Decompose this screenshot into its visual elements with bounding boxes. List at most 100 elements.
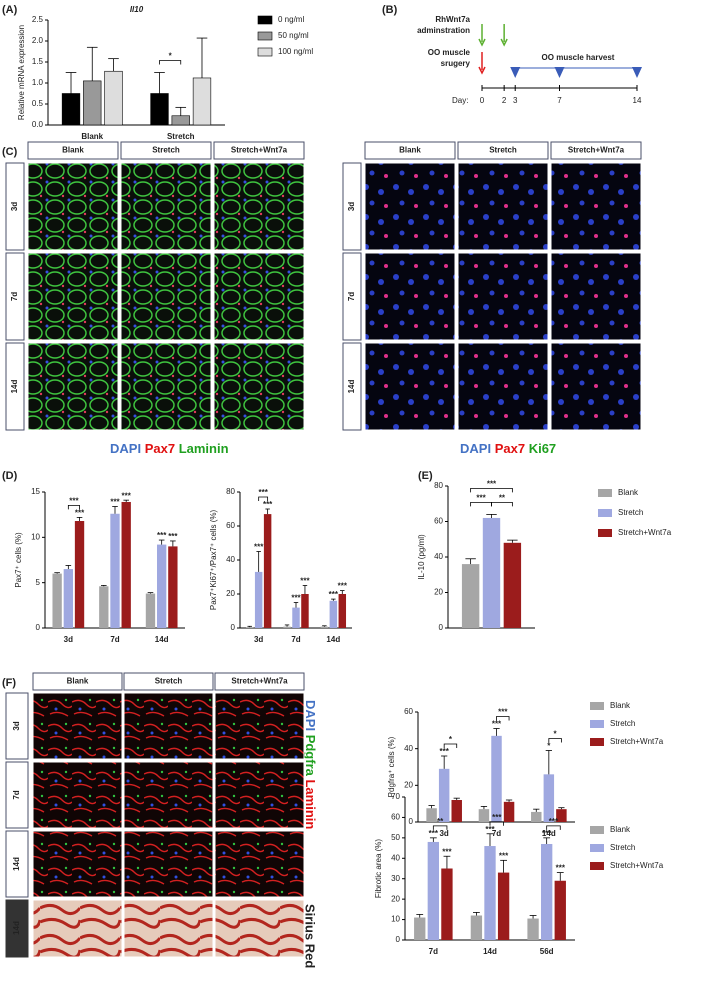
y-axis-label: Fibrotic area (%) (374, 839, 383, 898)
bar (63, 569, 73, 628)
significance: *** (556, 864, 566, 873)
legend-label: Stretch+Wnt7a (618, 528, 672, 537)
micrograph (120, 252, 212, 341)
legend-swatch (257, 15, 273, 25)
legend-label: Blank (610, 825, 631, 834)
bar (531, 811, 542, 822)
significance: *** (110, 498, 120, 507)
legend-swatch (590, 844, 604, 852)
bracket (159, 60, 182, 65)
column-header: Stretch+Wnt7a (231, 146, 288, 155)
bracket-label: * (169, 52, 173, 61)
stain-caption: DAPI Pax7 Laminin (110, 441, 229, 456)
bar (427, 841, 439, 940)
bar (52, 573, 62, 628)
bracket (489, 821, 504, 826)
y-tick-label: 5 (36, 578, 41, 587)
bar (470, 915, 483, 940)
bracket-label: * (554, 730, 558, 739)
y-tick-label: 50 (391, 833, 400, 842)
legend-label: Blank (610, 701, 631, 710)
legend-label: Stretch+Wnt7a (610, 861, 664, 870)
y-tick-label: 60 (226, 521, 235, 530)
y-tick-label: 20 (434, 588, 443, 597)
significance: *** (300, 577, 310, 586)
row-label-box (5, 252, 25, 341)
admin-label: adminstration (417, 26, 470, 35)
significance: *** (442, 847, 452, 856)
column-header: Blank (62, 146, 84, 155)
y-tick-label: 40 (434, 552, 443, 561)
day-label: Day: (452, 96, 468, 105)
micrograph (32, 692, 123, 760)
y-axis-label: Pax7⁺ cells (%) (14, 532, 23, 588)
admin-arrow-head (478, 38, 486, 47)
bar (541, 843, 553, 940)
micrograph (27, 162, 119, 251)
row-label-box (5, 162, 25, 251)
bar (451, 800, 462, 822)
bracket (470, 502, 492, 507)
harvest-mark (554, 67, 565, 78)
micrograph (213, 252, 305, 341)
bar (441, 868, 453, 940)
bar (99, 586, 109, 628)
bar (426, 808, 437, 822)
bar (192, 77, 212, 126)
significance: *** (492, 720, 502, 729)
day-tick-label: 2 (502, 96, 507, 105)
row-label-box (5, 830, 29, 898)
y-tick-label: 80 (226, 487, 235, 496)
harvest-label: OO muscle harvest (542, 53, 615, 62)
stain-caption: DAPI Pax7 Ki67 (460, 441, 556, 456)
row-label-box (342, 342, 362, 431)
bracket (548, 738, 562, 743)
micrograph (457, 162, 549, 251)
bar (503, 801, 515, 822)
bar (484, 846, 496, 940)
panel-label: (E) (418, 470, 433, 482)
y-tick-label: 0 (396, 935, 401, 944)
column-header: Stretch+Wnt7a (568, 146, 625, 155)
admin-arrow-head (500, 38, 508, 47)
y-axis-label: Pax7⁺Ki67⁺/Pax7⁺ cells (%) (209, 510, 218, 611)
significance: *** (429, 829, 439, 838)
x-tick-label: Blank (81, 132, 103, 141)
bar (110, 513, 120, 628)
bar (556, 809, 567, 822)
y-tick-label: 2.5 (32, 15, 44, 24)
bracket-label: ** (499, 494, 506, 503)
column-header-box (213, 141, 305, 160)
column-header-box (550, 141, 642, 160)
y-tick-label: 80 (434, 481, 443, 490)
y-tick-label: 60 (391, 813, 400, 822)
micrograph (123, 761, 214, 829)
micrograph (123, 899, 214, 958)
x-tick-label: 14d (483, 947, 497, 956)
legend-swatch (590, 720, 604, 728)
bracket (491, 502, 513, 507)
y-tick-label: 15 (31, 487, 40, 496)
micrograph (213, 342, 305, 431)
bracket (496, 716, 510, 721)
micrograph (364, 252, 456, 341)
micrograph (550, 342, 642, 431)
y-tick-label: 10 (31, 532, 40, 541)
stain: DAPI (303, 700, 318, 731)
micrograph (32, 761, 123, 829)
bar (61, 93, 81, 126)
y-tick-label: 20 (226, 589, 235, 598)
y-axis-label: Pdgfra⁺ cells (%) (387, 736, 396, 797)
stain-caption: DAPI Pdgfra Laminin (303, 700, 318, 829)
significance: *** (499, 851, 509, 860)
legend-swatch (257, 47, 273, 57)
y-tick-label: 0 (409, 817, 414, 826)
y-tick-label: 20 (391, 894, 400, 903)
row-label-box (342, 162, 362, 251)
bar (263, 514, 272, 628)
x-tick-label: 7d (291, 635, 300, 644)
bar (104, 70, 123, 126)
x-tick-label: 3d (64, 635, 73, 644)
bar (171, 115, 190, 126)
day-tick-label: 0 (480, 96, 485, 105)
